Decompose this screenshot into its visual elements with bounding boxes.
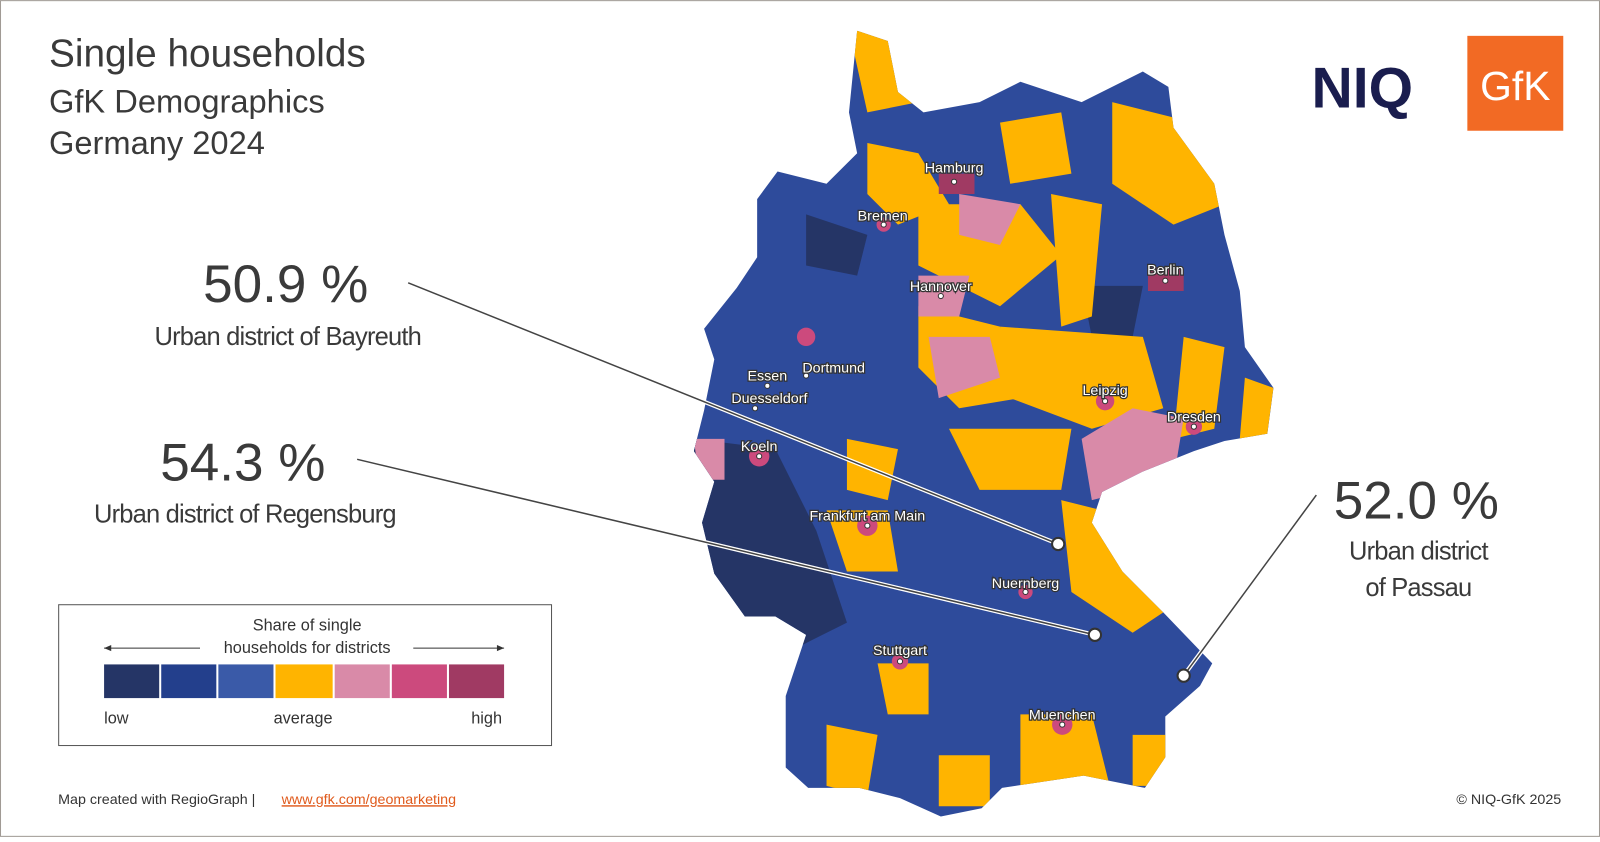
city-label: Berlin [1147, 263, 1183, 279]
callout-label: Urban district of Regensburg [94, 501, 396, 529]
city-label: Frankfurt am Main [809, 509, 925, 525]
legend-title: households for districts [224, 639, 391, 657]
legend-title: Share of single [253, 617, 362, 635]
gfk-logo-box [1467, 35, 1564, 131]
city-label: Dortmund [802, 361, 865, 377]
city-label: Leipzig [1082, 383, 1127, 399]
city-label: Hamburg [925, 161, 984, 177]
callout-label: Urban district of Bayreuth [155, 323, 422, 351]
city-dot [752, 405, 759, 412]
city-dot [880, 221, 887, 228]
city-label: Essen [748, 369, 788, 385]
city-labels: Hamburg Bremen Hannover Berlin Dortmund Essen… [730, 159, 1222, 728]
callout-label: of Passau [1365, 574, 1471, 602]
callout-value: 50.9 % [203, 255, 368, 314]
city-dot [1102, 398, 1109, 405]
subtitle: Germany 2024 [49, 124, 265, 161]
city-label: Koeln [741, 439, 778, 455]
gfk-logo: GfK [1480, 63, 1550, 109]
city-dot [937, 292, 944, 300]
legend: Share of single households for districts… [58, 604, 553, 747]
city-dot [1059, 721, 1066, 728]
city-dot [1022, 588, 1029, 596]
callout-value: 54.3 % [160, 434, 325, 493]
city-label: Stuttgart [873, 643, 927, 659]
legend-high: high [471, 710, 502, 728]
niq-logo: NIQ [1311, 56, 1413, 120]
city-label: Bremen [858, 209, 908, 225]
footer-credit: Map created with RegioGraph | [58, 792, 255, 808]
city-dot [764, 382, 771, 389]
legend-average: average [274, 710, 333, 728]
city-dot [951, 178, 958, 185]
city-dot [1162, 277, 1169, 284]
city-label: Hannover [910, 279, 972, 295]
city-dot [803, 372, 810, 379]
footer-copyright: © NIQ-GfK 2025 [1456, 792, 1561, 808]
title: Single households [49, 32, 366, 75]
city-dot [896, 658, 904, 665]
callout-value: 52.0 % [1334, 472, 1499, 531]
callout-lines [356, 280, 1318, 683]
city-label: Dresden [1167, 410, 1221, 426]
city-label: Duesseldorf [731, 391, 807, 407]
legend-low: low [104, 710, 129, 728]
callout-label: Urban district [1349, 537, 1489, 565]
city-dot [756, 453, 763, 460]
footer-link[interactable]: www.gfk.com/geomarketing [281, 792, 456, 808]
subtitle: GfK Demographics [49, 82, 325, 119]
city-dot [864, 522, 871, 529]
city-label: Muenchen [1029, 708, 1096, 724]
city-label: Nuernberg [992, 576, 1059, 592]
city-dot [1190, 423, 1197, 430]
